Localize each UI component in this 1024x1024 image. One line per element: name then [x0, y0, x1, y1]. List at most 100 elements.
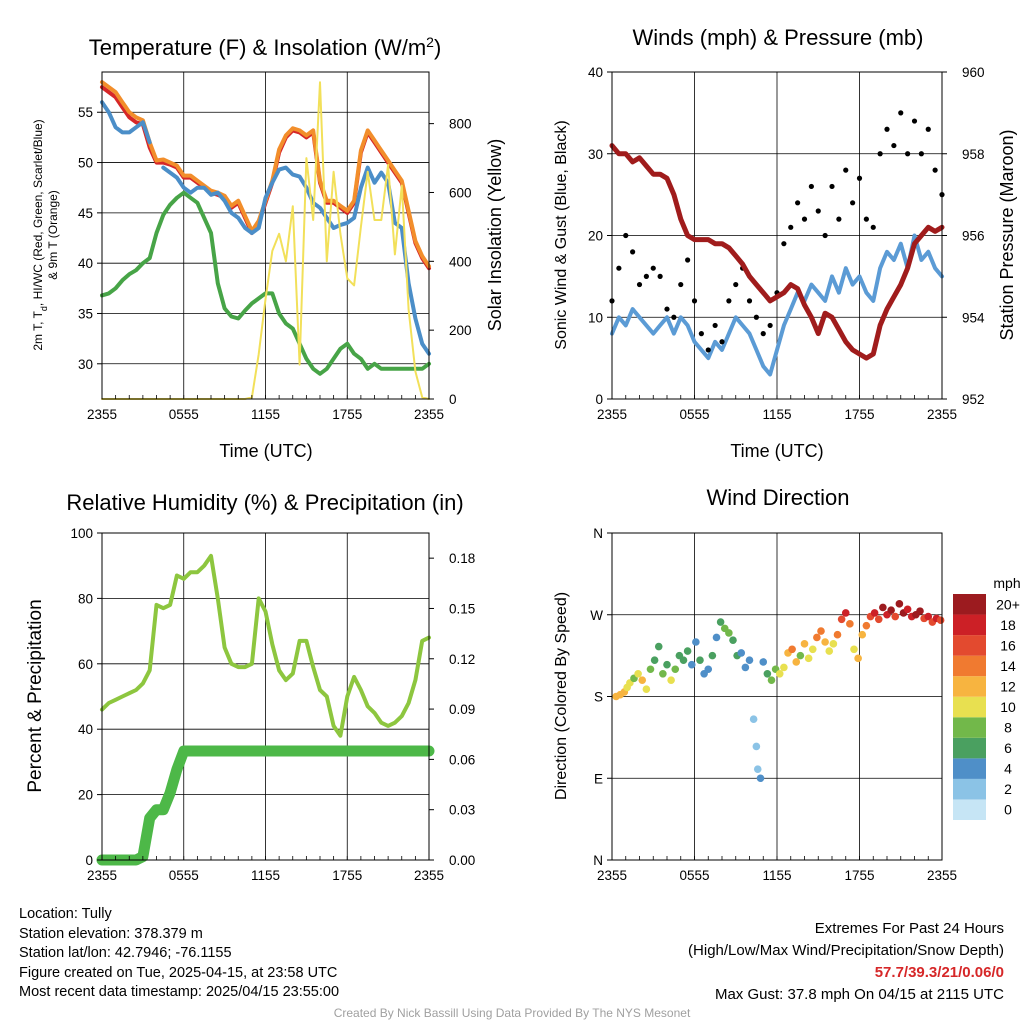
x-tick-label: 1755 — [844, 868, 874, 883]
gust-point — [753, 314, 759, 320]
pressure-ylabel: Station Pressure (Maroon) — [997, 129, 1017, 340]
gust-point — [932, 167, 938, 173]
direction-point — [924, 612, 933, 621]
right-tick-label: 400 — [449, 254, 472, 269]
direction-point — [841, 609, 850, 617]
max-gust-text: Max Gust: 37.8 mph On 04/15 at 2115 UTC — [714, 986, 1004, 1003]
x-tick-label: 1755 — [332, 407, 362, 422]
gust-point — [822, 232, 828, 239]
rh-y-ticks: 0 20 40 60 80 100 — [70, 526, 102, 868]
gust-point — [636, 281, 643, 288]
colorbar-label: 20+ — [996, 596, 1020, 612]
y-tick-label: 60 — [78, 657, 93, 672]
colorbar-label: 14 — [1000, 658, 1016, 674]
direction-point — [752, 742, 761, 751]
y-tick-label: 40 — [588, 65, 603, 80]
temperature-panel: Temperature (F) & Insolation (W/m2) 30 35… — [31, 34, 505, 461]
direction-point — [854, 654, 862, 663]
direction-point — [708, 651, 717, 660]
gust-point — [705, 347, 711, 353]
gust-point — [719, 339, 725, 345]
gust-point — [726, 298, 732, 304]
y-tick-label: 20 — [78, 788, 93, 803]
direction-point — [903, 605, 912, 614]
gust-point — [836, 216, 842, 222]
colorbar-segment — [953, 737, 986, 759]
gust-point — [733, 281, 739, 288]
colorbar-segment — [953, 614, 986, 636]
rh-x-ticks: 2355 0555 1155 1755 2355 — [87, 856, 444, 883]
direction-point — [745, 656, 754, 664]
direction-title: Wind Direction — [706, 485, 849, 510]
direction-point — [788, 645, 796, 654]
extremes-legend: (High/Low/Max Wind/Precipitation/Snow De… — [688, 942, 1004, 959]
gust-point — [905, 151, 911, 157]
gust-point — [623, 232, 629, 239]
x-tick-label: 1155 — [251, 868, 280, 883]
temperature-y-ticks: 30 35 40 45 50 55 — [78, 105, 102, 372]
direction-point — [716, 618, 725, 626]
x-tick-label: 2355 — [87, 868, 117, 883]
x-tick-label: 0555 — [679, 868, 709, 883]
direction-point — [879, 603, 887, 612]
direction-point — [916, 607, 924, 615]
gust-point — [795, 200, 801, 206]
gust-point — [843, 167, 849, 173]
direction-point — [858, 630, 867, 639]
direction-point — [767, 676, 776, 684]
x-tick-label: 2355 — [927, 407, 957, 422]
right-tick-label: 800 — [449, 117, 472, 132]
direction-point — [737, 649, 746, 657]
direction-point — [817, 627, 825, 635]
direction-point — [642, 685, 651, 694]
colorbar-label: 16 — [1000, 637, 1016, 653]
x-tick-label: 2355 — [597, 407, 627, 422]
y-tick-label: 55 — [78, 105, 93, 120]
y-tick-label: 100 — [70, 526, 93, 541]
winds-xlabel: Time (UTC) — [730, 441, 823, 461]
colorbar-segment — [953, 696, 986, 718]
rh-panel: Relative Humidity (%) & Precipitation (i… — [25, 490, 475, 883]
y-tick-label: 50 — [78, 156, 93, 171]
temperature-series — [100, 80, 431, 400]
gust-point — [630, 249, 636, 255]
insolation-ylabel: Solar Insolation (Yellow) — [485, 139, 505, 331]
colorbar-segment — [953, 778, 986, 800]
precip-y-ticks: 0.00 0.03 0.06 0.09 0.12 0.15 0.18 — [429, 551, 475, 868]
rh-ylabel-left: Percent & Precipitation — [25, 599, 46, 792]
y-tick-label: 80 — [78, 591, 93, 606]
right-tick-label: 958 — [962, 147, 985, 162]
gust-point — [643, 273, 649, 279]
y-tick-label: 40 — [78, 722, 93, 737]
x-tick-label: 0555 — [679, 407, 709, 422]
location-text: Location: Tully — [19, 906, 112, 922]
right-tick-label: 0 — [449, 392, 457, 407]
gust-point — [685, 257, 691, 263]
direction-point — [862, 621, 871, 630]
direction-point — [759, 658, 768, 666]
colorbar-title: mph — [993, 575, 1020, 591]
precip-line — [96, 745, 435, 866]
x-tick-label: 1155 — [762, 407, 791, 422]
direction-ylabel: Direction (Colored By Speed) — [553, 592, 570, 800]
direction-point — [667, 676, 675, 684]
direction-grid — [612, 533, 942, 860]
direction-point — [663, 660, 671, 669]
direction-point — [749, 715, 758, 724]
y-tick-label: 30 — [588, 147, 603, 162]
direction-point — [796, 651, 805, 660]
gust-point — [877, 151, 883, 157]
direction-point — [891, 612, 900, 621]
gust-point — [767, 322, 773, 329]
x-tick-label: 2355 — [597, 868, 627, 883]
gust-point — [801, 216, 808, 222]
rh-line — [100, 553, 431, 738]
direction-point — [850, 645, 858, 654]
colorbar-segment — [953, 655, 986, 677]
x-tick-label: 2355 — [414, 407, 444, 422]
direction-point — [683, 647, 692, 655]
latlon-text: Station lat/lon: 42.7946; -76.1155 — [19, 945, 232, 961]
y-tick-label: 35 — [78, 306, 93, 321]
colorbar-segment — [953, 758, 986, 779]
